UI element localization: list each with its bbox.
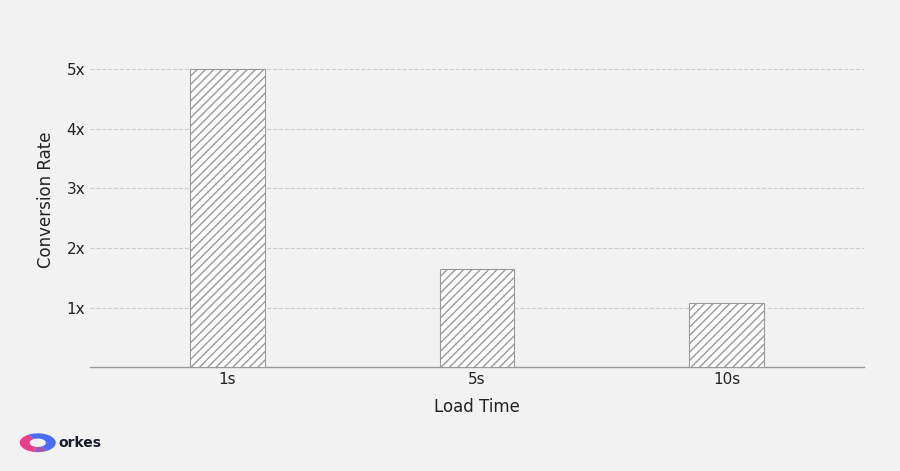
Bar <box>689 303 764 367</box>
Wedge shape <box>29 433 56 451</box>
X-axis label: Load Time: Load Time <box>434 398 520 416</box>
Wedge shape <box>20 435 36 452</box>
Text: orkes: orkes <box>58 436 102 450</box>
Wedge shape <box>35 447 47 452</box>
Y-axis label: Conversion Rate: Conversion Rate <box>37 132 55 268</box>
Bar <box>190 69 265 367</box>
Bar <box>439 269 515 367</box>
